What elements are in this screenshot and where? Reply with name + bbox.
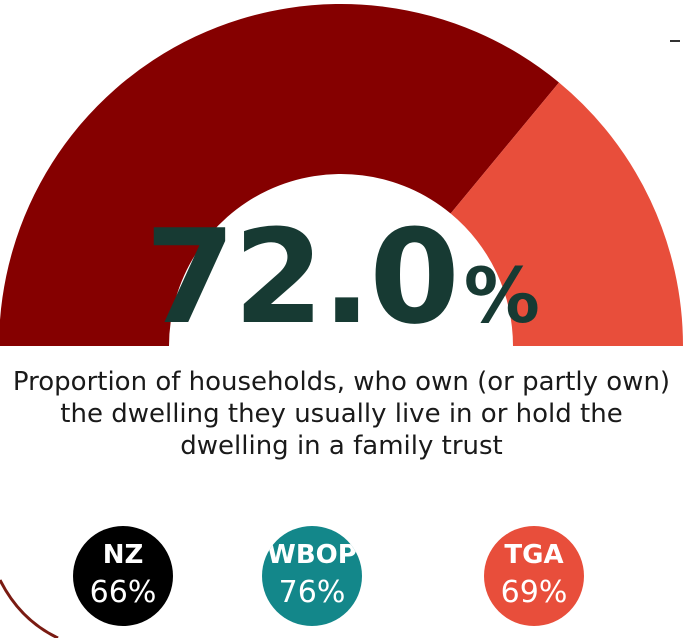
decorative-frame-curve	[0, 579, 59, 638]
decorative-dash	[670, 40, 680, 42]
comparison-value-tga: 69%	[500, 575, 568, 610]
comparison-value-nz: 66%	[89, 575, 157, 610]
comparison-label-tga: TGA	[504, 540, 564, 570]
comparison-label-nz: NZ	[102, 540, 144, 570]
comparison-circle-tga: TGA 69%	[484, 526, 584, 626]
gauge-value-unit: %	[463, 251, 540, 340]
comparison-circle-wbop: WBOP 76%	[262, 526, 362, 626]
gauge-value-number: 72.0	[145, 201, 460, 353]
gauge-caption: Proportion of households, who own (or pa…	[12, 367, 671, 461]
gauge-value: 72.0%	[0, 212, 683, 342]
comparison-circle-nz: NZ 66%	[73, 526, 173, 626]
comparison-value-wbop: 76%	[278, 575, 346, 610]
comparison-label-wbop: WBOP	[267, 540, 357, 570]
gauge-arc-filled	[0, 4, 559, 346]
gauge-arc-remainder	[450, 82, 683, 347]
